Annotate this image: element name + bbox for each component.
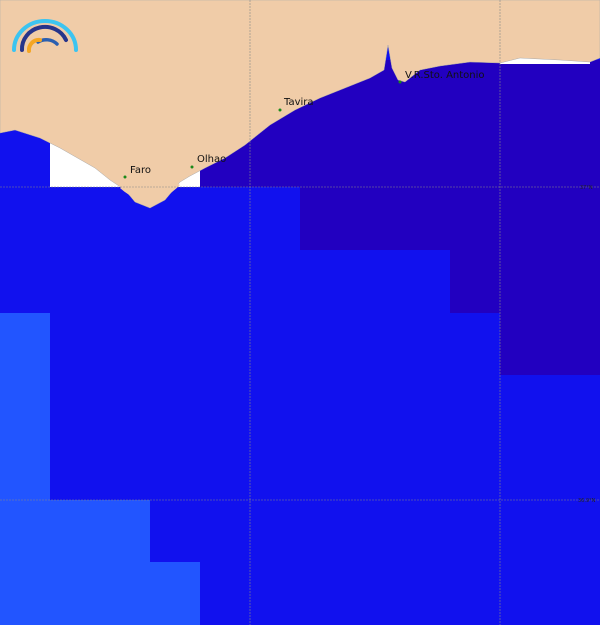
town-label-olhao: Olhao (197, 154, 226, 165)
rainbow-wave-logo (12, 19, 78, 53)
grid-label-lat: 36.9°N (578, 498, 596, 504)
town-markers (123, 80, 402, 179)
grid-label-lat: 37°N (580, 185, 593, 191)
barrier-island (120, 182, 180, 201)
sea-light-cells (0, 313, 200, 625)
town-label-tavira: Tavira (283, 97, 314, 108)
town-label-vrsa: V.R.Sto. Antonio (405, 70, 485, 81)
land-coastline (0, 0, 600, 209)
town-label-faro: Faro (130, 165, 151, 176)
